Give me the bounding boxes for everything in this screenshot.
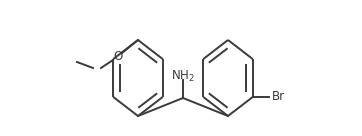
Text: NH$_2$: NH$_2$ [171, 68, 195, 84]
Text: O: O [113, 50, 123, 63]
Text: Br: Br [272, 90, 285, 103]
